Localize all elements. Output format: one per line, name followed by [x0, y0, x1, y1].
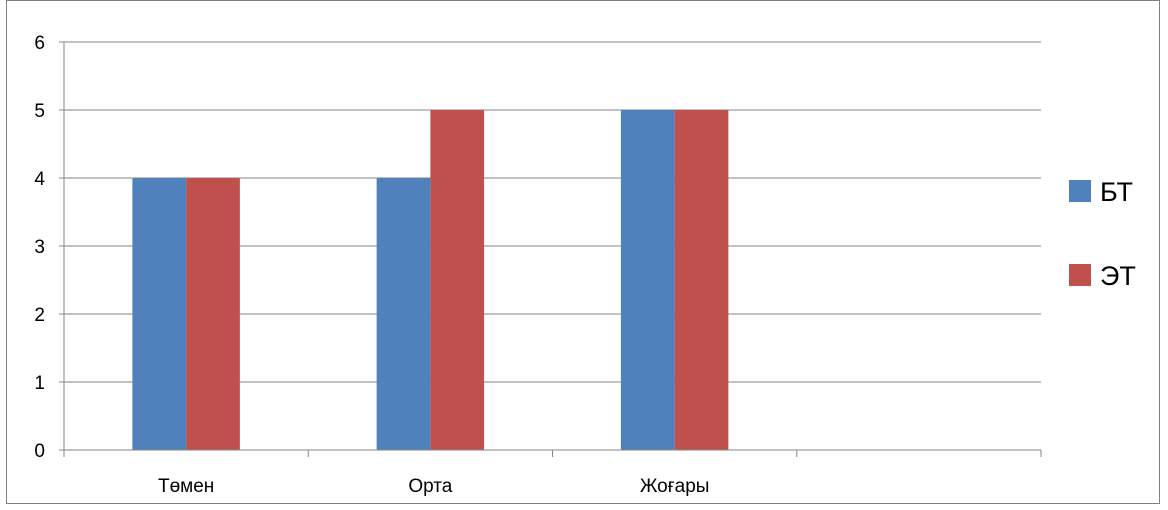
y-tick-label: 5	[34, 101, 45, 122]
bar-БТ-0	[132, 178, 187, 450]
y-tick-label: 2	[34, 305, 45, 326]
bar-chart: 0 1 2 3 4 5 6 Төмен Орта Жоғары БТ ЭТ	[34, 33, 1136, 497]
bar-ЭТ-2	[674, 110, 729, 450]
legend-label: ЭТ	[1100, 261, 1136, 291]
bar-ЭТ-0	[186, 178, 240, 450]
legend-swatch	[1069, 180, 1091, 202]
axes	[59, 41, 1042, 457]
bars	[132, 110, 729, 450]
y-tick-label: 4	[34, 169, 45, 190]
legend-label: БТ	[1100, 177, 1133, 207]
y-tick-label: 1	[34, 373, 45, 394]
y-tick-label: 3	[34, 237, 45, 258]
chart-frame: 0 1 2 3 4 5 6 Төмен Орта Жоғары БТ ЭТ	[6, 0, 1160, 504]
bar-БТ-2	[620, 110, 675, 450]
y-tick-labels: 0 1 2 3 4 5 6	[34, 33, 45, 462]
x-tick-label: Орта	[408, 476, 452, 497]
x-tick-label: Төмен	[158, 476, 214, 497]
x-tick-label: Жоғары	[640, 476, 710, 497]
bar-ЭТ-1	[430, 110, 485, 450]
legend-swatch	[1069, 264, 1091, 286]
bar-БТ-1	[376, 178, 431, 450]
y-tick-label: 0	[34, 441, 45, 462]
legend: БТ ЭТ	[1069, 177, 1136, 291]
x-tick-labels: Төмен Орта Жоғары	[158, 476, 709, 497]
y-tick-label: 6	[34, 33, 45, 54]
